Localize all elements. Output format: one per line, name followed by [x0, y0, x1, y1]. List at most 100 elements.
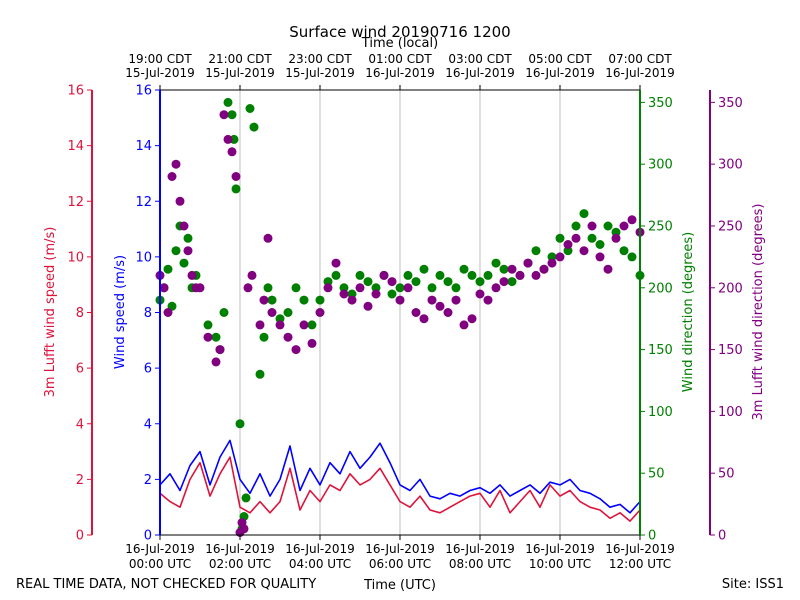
3m-lufft-wind-direction-point: [227, 147, 237, 157]
3m-lufft-wind-direction-point: [523, 258, 533, 268]
wind_dir-tick-label: 50: [648, 467, 665, 482]
3m-lufft-wind-direction-point: [475, 289, 485, 299]
3m-lufft-wind-direction-point: [347, 295, 357, 305]
3m-lufft-wind-direction-point: [435, 301, 445, 311]
wind-direction-point: [255, 369, 265, 379]
wind_dir-tick-label: 150: [648, 343, 673, 358]
3m-lufft-wind-direction-point: [171, 159, 181, 169]
top-tick-date: 16-Jul-2019: [525, 66, 595, 80]
series-layer: [155, 97, 645, 537]
wind-direction-point: [427, 283, 437, 293]
wind-direction-point: [387, 289, 397, 299]
wind-direction-point: [435, 270, 445, 280]
wind-direction-point: [579, 209, 589, 219]
wind_speed-tick-label: 2: [144, 473, 152, 488]
wind-direction-point: [603, 221, 613, 231]
quality-disclaimer: REAL TIME DATA, NOT CHECKED FOR QUALITY: [16, 577, 316, 592]
bottom-tick-time: 06:00 UTC: [369, 557, 431, 571]
top-tick-date: 15-Jul-2019: [285, 66, 355, 80]
lufft_speed-tick-label: 14: [67, 139, 84, 154]
wind_dir-tick-label: 0: [648, 529, 656, 544]
3m-lufft-wind-direction-point: [515, 270, 525, 280]
wind-direction-point: [467, 270, 477, 280]
3m-lufft-wind-direction-point: [203, 332, 213, 342]
3m-lufft-wind-direction-point: [291, 345, 301, 355]
chart-title: Surface wind 20190716 1200: [289, 23, 510, 41]
3m-lufft-wind-direction-point: [243, 283, 253, 293]
wind-direction-point: [475, 277, 485, 287]
top-axis-label: Time (local): [361, 36, 438, 51]
top-tick-time: 23:00 CDT: [288, 52, 352, 66]
lufft_dir-tick-label: 350: [718, 96, 743, 111]
wind-direction-point: [163, 264, 173, 274]
3m-lufft-wind-direction-point: [159, 283, 169, 293]
bottom-tick-date: 16-Jul-2019: [365, 542, 435, 556]
wind-direction-point: [331, 270, 341, 280]
3m-lufft-wind-direction-point: [307, 338, 317, 348]
wind-direction-point: [183, 233, 193, 243]
wind_dir-tick-label: 200: [648, 281, 673, 296]
lufft_dir-tick-label: 50: [718, 467, 735, 482]
wind-direction-point: [291, 283, 301, 293]
top-tick-time: 01:00 CDT: [368, 52, 432, 66]
wind_speed-tick-label: 14: [135, 139, 152, 154]
lufft-speed-axis-label: 3m Lufft wind speed (m/s): [43, 227, 58, 398]
wind-direction-point: [451, 283, 461, 293]
3m-lufft-wind-direction-point: [179, 221, 189, 231]
wind-direction-point: [355, 270, 365, 280]
3m-lufft-wind-direction-point: [603, 264, 613, 274]
lufft_speed-tick-label: 8: [76, 306, 84, 321]
lufft_speed-tick-label: 2: [76, 473, 84, 488]
3m-lufft-wind-direction-point: [403, 283, 413, 293]
wind-direction-point: [211, 332, 221, 342]
3m-lufft-wind-direction-point: [491, 283, 501, 293]
wind-direction-point: [235, 419, 245, 429]
3m-lufft-wind-direction-point: [275, 320, 285, 330]
wind-direction-point: [411, 277, 421, 287]
wind-direction-point: [459, 264, 469, 274]
wind-direction-point: [203, 320, 213, 330]
3m-lufft-wind-direction-point: [627, 215, 637, 225]
wind_speed-tick-label: 6: [144, 362, 152, 377]
wind-direction-point: [339, 283, 349, 293]
3m-lufft-wind-direction-point: [331, 258, 341, 268]
lufft_speed-tick-label: 10: [67, 250, 84, 265]
3m-lufft-wind-direction-point: [183, 246, 193, 256]
lufft_speed-tick-label: 12: [67, 195, 84, 210]
top-tick-time: 03:00 CDT: [448, 52, 512, 66]
3m-lufft-wind-direction-point: [315, 308, 325, 317]
bottom-tick-date: 16-Jul-2019: [125, 542, 195, 556]
wind-speed-axis-label: Wind speed (m/s): [113, 255, 128, 369]
bottom-tick-date: 16-Jul-2019: [525, 542, 595, 556]
lufft_dir-tick-label: 100: [718, 405, 743, 420]
wind-direction-point: [219, 308, 229, 317]
3m-lufft-wind-direction-point: [387, 277, 397, 287]
lufft-direction-axis-label: 3m Lufft wind direction (degrees): [751, 204, 766, 421]
bottom-tick-date: 16-Jul-2019: [445, 542, 515, 556]
lufft_speed-tick-label: 16: [67, 84, 84, 99]
site-label: Site: ISS1: [722, 577, 784, 592]
wind-direction-point: [587, 233, 597, 243]
wind_dir-tick-label: 350: [648, 96, 673, 111]
wind-direction-point: [555, 233, 565, 243]
3m-lufft-wind-direction-point: [555, 252, 565, 262]
wind-direction-point: [507, 277, 517, 287]
bottom-tick-date: 16-Jul-2019: [285, 542, 355, 556]
lufft_speed-tick-label: 4: [76, 417, 84, 432]
3m-lufft-wind-direction-point: [211, 357, 221, 367]
3m-lufft-wind-direction-point: [263, 233, 273, 243]
wind-direction-point: [403, 270, 413, 280]
3m-lufft-wind-direction-point: [571, 233, 581, 243]
3m-lufft-wind-direction-point: [163, 308, 173, 317]
wind-direction-point: [307, 320, 317, 330]
3m-lufft-wind-direction-point: [363, 301, 373, 311]
3m-lufft-wind-direction-point: [379, 270, 389, 280]
wind-direction-point: [223, 97, 233, 107]
3m-lufft-wind-direction-point: [411, 308, 421, 317]
wind-direction-point: [275, 314, 285, 324]
bottom-tick-time: 02:00 UTC: [209, 557, 271, 571]
3m-lufft-wind-direction-point: [483, 295, 493, 305]
wind_speed-tick-label: 12: [135, 195, 152, 210]
wind-direction-axis-label: Wind direction (degrees): [681, 232, 696, 392]
wind-direction-point: [171, 246, 181, 256]
